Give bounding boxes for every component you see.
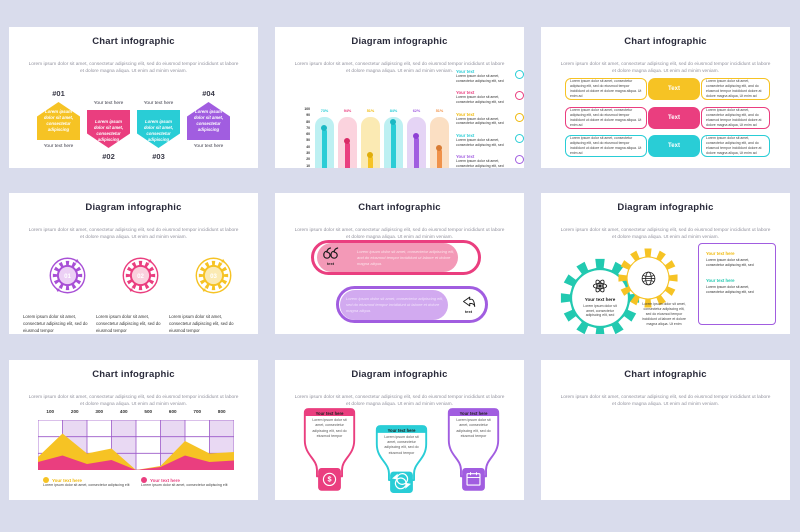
svg-text:02: 02 (137, 273, 144, 280)
svg-text:01: 01 (64, 273, 71, 280)
svg-text:$: $ (327, 475, 331, 484)
svg-text:03: 03 (210, 273, 217, 280)
